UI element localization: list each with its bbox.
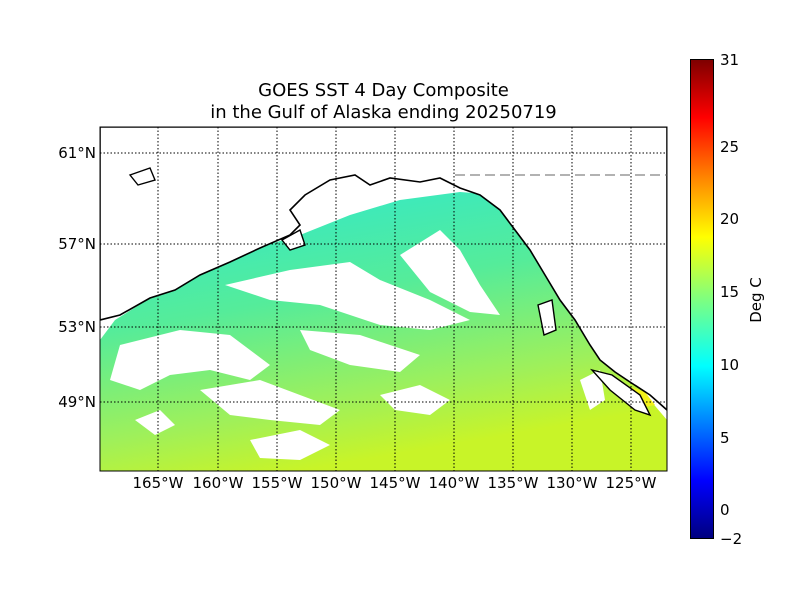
lon-label-130w: 130°W bbox=[546, 474, 598, 492]
coastline-alaska bbox=[100, 127, 667, 412]
map-frame bbox=[99, 126, 668, 472]
colorbar-tick-15: 15 bbox=[720, 283, 740, 301]
map-title-line2: in the Gulf of Alaska ending 20250719 bbox=[210, 102, 557, 123]
colorbar-tick-5: 5 bbox=[720, 429, 730, 447]
lat-label-61n: 61°N bbox=[58, 144, 96, 162]
lon-label-145w: 145°W bbox=[369, 474, 421, 492]
lat-label-53n: 53°N bbox=[58, 318, 96, 336]
cloud-mask bbox=[110, 230, 605, 460]
colorbar-label: Deg C bbox=[747, 277, 765, 323]
lat-label-49n: 49°N bbox=[58, 393, 96, 411]
graticule bbox=[100, 127, 667, 471]
lon-label-125w: 125°W bbox=[605, 474, 657, 492]
colorbar bbox=[690, 59, 714, 539]
colorbar-tick-31: 31 bbox=[720, 51, 740, 69]
colorbar-tick-0: 0 bbox=[720, 501, 730, 519]
lon-label-160w: 160°W bbox=[192, 474, 244, 492]
islands bbox=[128, 167, 652, 417]
colorbar-tick-25: 25 bbox=[720, 138, 740, 156]
lon-label-165w: 165°W bbox=[132, 474, 184, 492]
colorbar-tick-10: 10 bbox=[720, 356, 740, 374]
colorbar-tick-20: 20 bbox=[720, 210, 740, 228]
lat-label-57n: 57°N bbox=[58, 235, 96, 253]
lon-label-140w: 140°W bbox=[428, 474, 480, 492]
lon-label-150w: 150°W bbox=[310, 474, 362, 492]
lon-label-135w: 135°W bbox=[487, 474, 539, 492]
map-title-line1: GOES SST 4 Day Composite bbox=[258, 80, 509, 101]
lon-label-155w: 155°W bbox=[251, 474, 303, 492]
colorbar-tick-neg2: −2 bbox=[720, 530, 743, 548]
